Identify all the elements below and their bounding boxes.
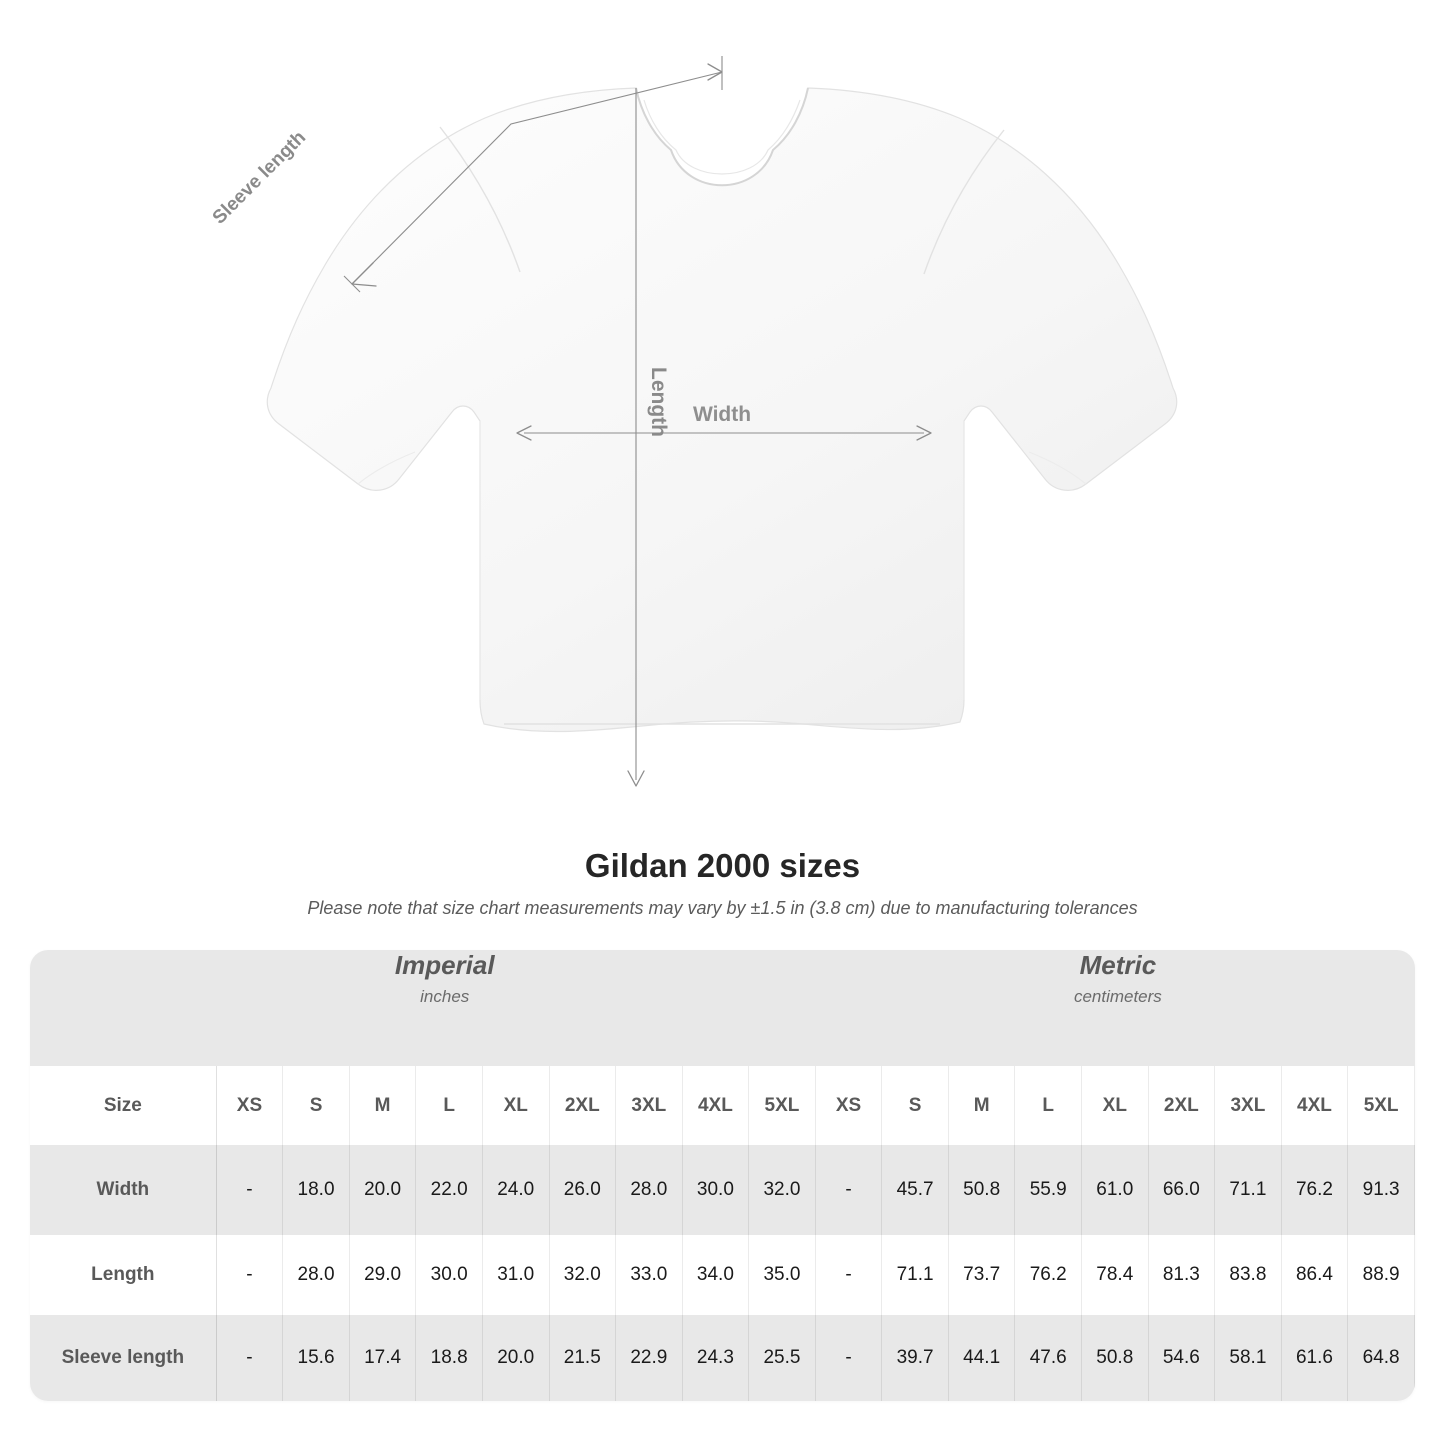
svg-text:Sleeve length: Sleeve length: [209, 127, 310, 228]
svg-text:Length: Length: [647, 367, 670, 437]
svg-text:Width: Width: [693, 403, 751, 426]
